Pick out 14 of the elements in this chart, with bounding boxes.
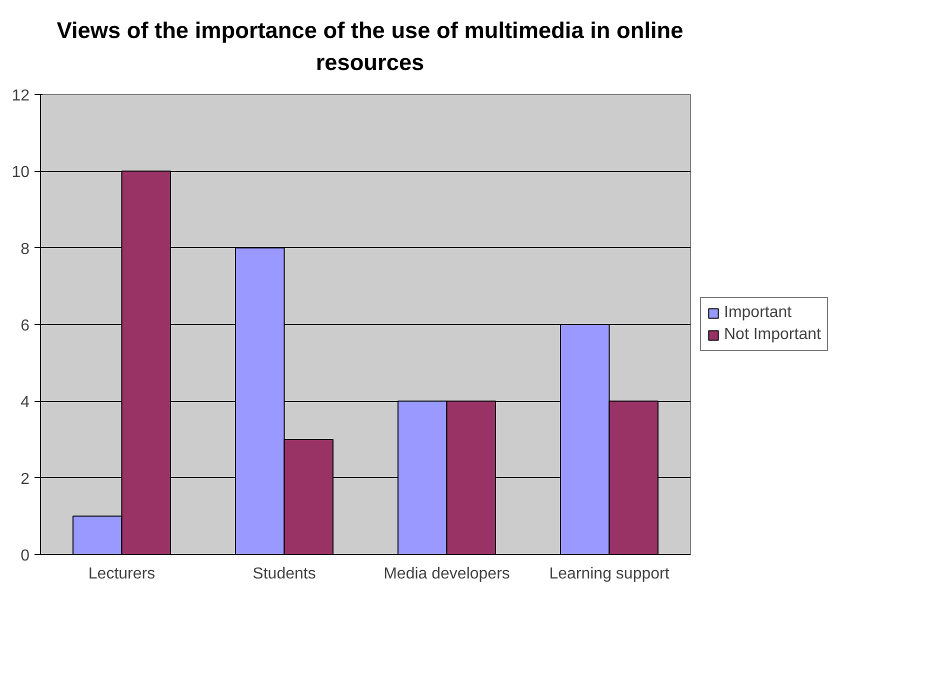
y-tick-label: 2 bbox=[20, 470, 30, 488]
y-tick-label: 6 bbox=[20, 317, 30, 334]
legend-label: Not Important bbox=[724, 326, 821, 344]
y-tick-label: 12 bbox=[12, 87, 30, 104]
y-tick-label: 0 bbox=[20, 547, 30, 564]
y-tick-label: 10 bbox=[12, 164, 30, 181]
legend-label: Important bbox=[724, 304, 792, 322]
y-tick-label: 4 bbox=[20, 394, 30, 411]
x-tick-label: Lecturers bbox=[88, 565, 156, 582]
x-tick-label: Students bbox=[252, 565, 316, 582]
y-tick-label: 8 bbox=[20, 240, 30, 258]
chart-title: Views of the importance of the use of multimedia in online resources bbox=[56, 16, 684, 78]
x-tick-label: Media developers bbox=[384, 565, 510, 582]
x-tick-label: Learning support bbox=[549, 565, 670, 582]
